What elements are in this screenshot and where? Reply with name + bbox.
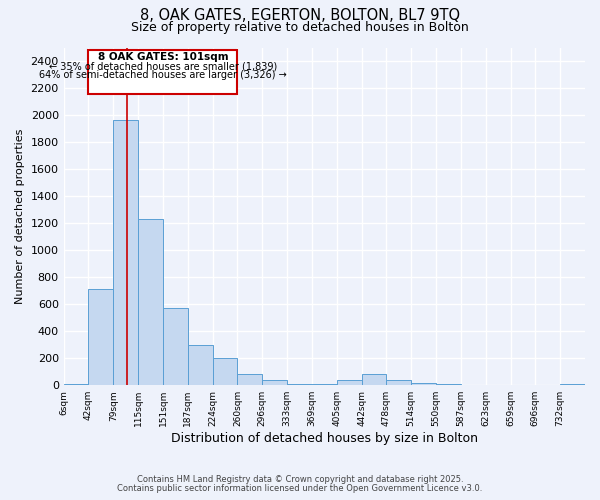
- X-axis label: Distribution of detached houses by size in Bolton: Distribution of detached houses by size …: [171, 432, 478, 445]
- Bar: [461, 384, 485, 385]
- Bar: [113, 120, 138, 385]
- Bar: [188, 344, 212, 385]
- Text: Size of property relative to detached houses in Bolton: Size of property relative to detached ho…: [131, 21, 469, 34]
- Text: ← 35% of detached houses are smaller (1,839): ← 35% of detached houses are smaller (1,…: [49, 61, 277, 71]
- Y-axis label: Number of detached properties: Number of detached properties: [15, 128, 25, 304]
- Bar: [212, 358, 238, 385]
- Bar: [238, 374, 262, 385]
- Bar: [138, 219, 163, 385]
- Bar: [64, 384, 88, 385]
- Bar: [436, 384, 461, 385]
- Bar: [312, 384, 337, 385]
- Text: Contains public sector information licensed under the Open Government Licence v3: Contains public sector information licen…: [118, 484, 482, 493]
- Bar: [386, 380, 411, 385]
- Bar: [362, 374, 386, 385]
- Text: 8, OAK GATES, EGERTON, BOLTON, BL7 9TQ: 8, OAK GATES, EGERTON, BOLTON, BL7 9TQ: [140, 8, 460, 22]
- Bar: [337, 380, 362, 385]
- Bar: [411, 382, 436, 385]
- Bar: [163, 308, 188, 385]
- Text: Contains HM Land Registry data © Crown copyright and database right 2025.: Contains HM Land Registry data © Crown c…: [137, 475, 463, 484]
- Text: 64% of semi-detached houses are larger (3,326) →: 64% of semi-detached houses are larger (…: [39, 70, 287, 81]
- Bar: [287, 384, 312, 385]
- FancyBboxPatch shape: [88, 50, 238, 94]
- Bar: [88, 290, 113, 385]
- Text: 8 OAK GATES: 101sqm: 8 OAK GATES: 101sqm: [98, 52, 228, 62]
- Bar: [560, 384, 585, 385]
- Bar: [262, 380, 287, 385]
